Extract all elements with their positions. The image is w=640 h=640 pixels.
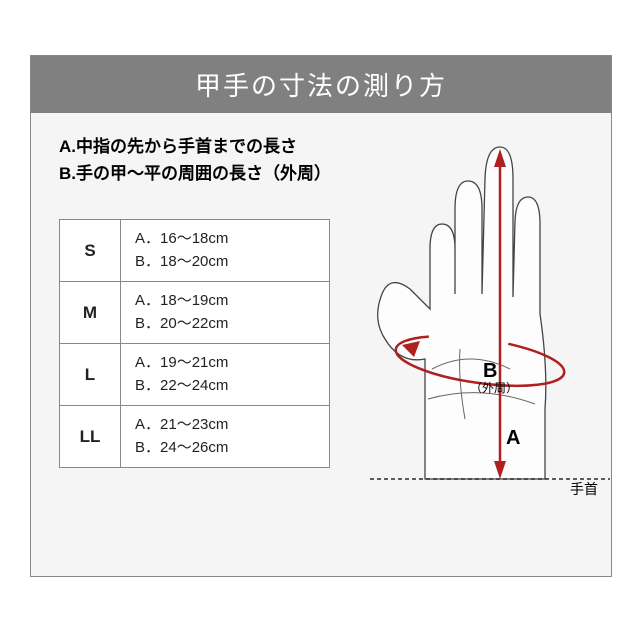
size-label: L: [60, 344, 121, 406]
meas-b: B．22～24cm: [135, 375, 315, 398]
meas-b: B．24～26cm: [135, 437, 315, 460]
meas-a: A．21～23cm: [135, 414, 315, 437]
measurement-cell: A．21～23cm B．24～26cm: [121, 406, 330, 468]
table-row: M A．18～19cm B．20～22cm: [60, 282, 330, 344]
meas-b: B．20～22cm: [135, 313, 315, 336]
label-a: A: [506, 427, 520, 449]
meas-a: A．16～18cm: [135, 228, 315, 251]
hand-diagram: B （外周） A 手首: [330, 199, 593, 468]
content-row: S A．16～18cm B．18～20cm M A．18～19cm B．20～2…: [31, 199, 611, 488]
table-row: LL A．21～23cm B．24～26cm: [60, 406, 330, 468]
size-label: M: [60, 282, 121, 344]
size-table: S A．16～18cm B．18～20cm M A．18～19cm B．20～2…: [59, 219, 330, 468]
hand-outline: [378, 147, 546, 479]
wrist-label: 手首: [570, 481, 598, 497]
measurement-cell: A．18～19cm B．20～22cm: [121, 282, 330, 344]
measurement-cell: A．16～18cm B．18～20cm: [121, 220, 330, 282]
meas-a: A．19～21cm: [135, 352, 315, 375]
page-title: 甲手の寸法の測り方: [31, 56, 611, 113]
table-row: L A．19～21cm B．22～24cm: [60, 344, 330, 406]
measurement-cell: A．19～21cm B．22～24cm: [121, 344, 330, 406]
sizing-guide-panel: 甲手の寸法の測り方 A.中指の先から手首までの長さ B.手の甲～平の周囲の長さ（…: [30, 55, 612, 577]
size-label: S: [60, 220, 121, 282]
size-label: LL: [60, 406, 121, 468]
label-b: B: [483, 360, 497, 382]
table-row: S A．16～18cm B．18～20cm: [60, 220, 330, 282]
label-b-sub: （外周）: [470, 381, 518, 395]
meas-b: B．18～20cm: [135, 251, 315, 274]
meas-a: A．18～19cm: [135, 290, 315, 313]
